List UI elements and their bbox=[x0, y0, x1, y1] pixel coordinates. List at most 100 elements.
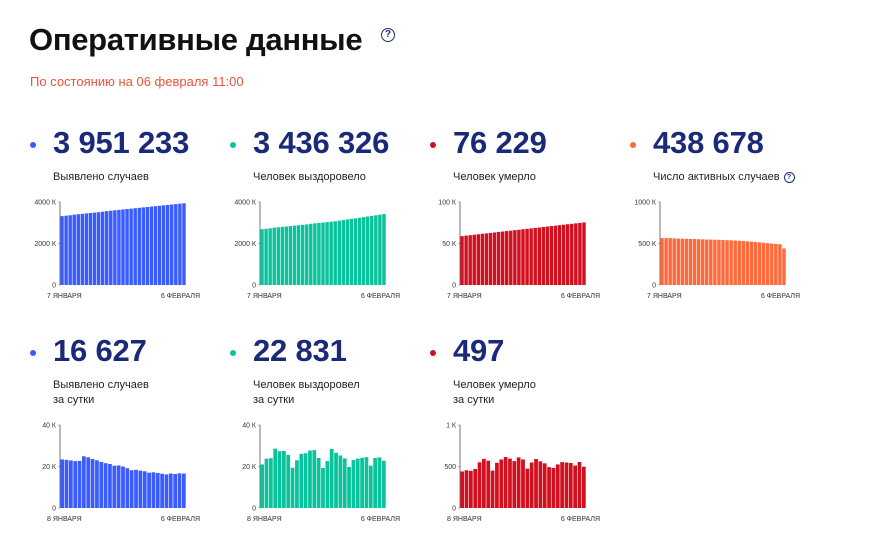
bar bbox=[560, 462, 564, 508]
card-daily-cases: 16 627 Выявлено случаев за сутки 0 20 К 40 … bbox=[30, 333, 230, 533]
stat-label-line1: Человек умерло bbox=[453, 379, 536, 391]
bar bbox=[581, 466, 586, 508]
bar bbox=[88, 213, 93, 285]
bar bbox=[178, 203, 182, 285]
bar bbox=[577, 461, 582, 508]
bar bbox=[770, 243, 774, 285]
bar bbox=[161, 205, 166, 285]
bar bbox=[351, 460, 356, 508]
bar bbox=[64, 459, 69, 508]
bar bbox=[174, 204, 178, 285]
bar bbox=[342, 458, 347, 508]
bar bbox=[757, 242, 762, 285]
bar bbox=[500, 231, 505, 285]
bar bbox=[329, 221, 333, 285]
x-end-label: 6 ФЕВРАЛЯ bbox=[161, 293, 200, 300]
bar bbox=[303, 453, 308, 508]
bar bbox=[165, 204, 170, 285]
bar bbox=[295, 460, 299, 508]
bar bbox=[121, 209, 125, 285]
stat-label: Выявлено случаев за сутки bbox=[53, 378, 149, 408]
bar bbox=[282, 450, 286, 508]
x-end-label: 6 ФЕВРАЛЯ bbox=[561, 516, 600, 523]
bar bbox=[561, 224, 566, 285]
stat-value: 3 436 326 bbox=[253, 125, 390, 160]
bar bbox=[492, 232, 497, 285]
bar bbox=[177, 473, 182, 508]
y-tick-label: 0 bbox=[452, 283, 456, 290]
series-dot-icon bbox=[230, 142, 236, 148]
bar bbox=[551, 467, 556, 508]
bar bbox=[76, 214, 81, 285]
bar bbox=[555, 464, 560, 508]
bar bbox=[568, 463, 573, 508]
bar bbox=[513, 230, 517, 285]
bar bbox=[370, 215, 374, 285]
bar bbox=[129, 470, 134, 508]
series-dot-icon bbox=[230, 350, 236, 356]
bar bbox=[141, 207, 146, 285]
bar bbox=[264, 228, 268, 285]
bar bbox=[290, 467, 295, 508]
bar bbox=[72, 214, 76, 285]
bar bbox=[160, 473, 164, 508]
bar bbox=[109, 210, 113, 285]
help-icon[interactable]: ? bbox=[381, 28, 395, 42]
bar bbox=[125, 468, 130, 508]
bar bbox=[349, 218, 354, 285]
stat-label-line2: за сутки bbox=[53, 394, 95, 406]
series-dot-icon bbox=[430, 350, 436, 356]
bar bbox=[125, 209, 129, 285]
bar bbox=[276, 227, 281, 285]
y-tick-label: 2000 К bbox=[34, 241, 57, 248]
bar bbox=[292, 225, 297, 285]
x-start-label: 8 ЯНВАРЯ bbox=[447, 516, 482, 523]
bar bbox=[321, 467, 325, 508]
bar bbox=[692, 239, 697, 285]
bar bbox=[153, 206, 158, 285]
bar bbox=[286, 454, 291, 508]
bar bbox=[100, 211, 105, 285]
bar bbox=[164, 474, 169, 508]
bar bbox=[495, 462, 499, 508]
bar bbox=[296, 225, 301, 285]
chart-daily-cases: 0 20 К 40 К 8 ЯНВАРЯ 6 ФЕВРАЛЯ bbox=[42, 423, 200, 524]
bar bbox=[355, 458, 360, 508]
bar bbox=[537, 227, 541, 285]
bar bbox=[96, 212, 101, 285]
bar bbox=[112, 465, 117, 508]
bar bbox=[365, 216, 370, 285]
bar bbox=[680, 238, 685, 285]
bar bbox=[325, 222, 329, 285]
y-tick-label: 50 К bbox=[442, 241, 457, 248]
stat-label: Человек умерло за сутки bbox=[453, 378, 536, 408]
card-total-recovered: 3 436 326 Человек выздоровело 0 2000 К 400… bbox=[230, 125, 430, 325]
x-end-label: 6 ФЕВРАЛЯ bbox=[361, 293, 400, 300]
bar bbox=[512, 461, 517, 508]
chart-total-cases: 0 2000 К 4000 К 7 ЯНВАРЯ 6 ФЕВРАЛЯ bbox=[34, 200, 200, 301]
chart-total-deaths: 0 50 К 100 К 7 ЯНВАРЯ 6 ФЕВРАЛЯ bbox=[438, 200, 600, 301]
help-icon[interactable]: ? bbox=[783, 172, 795, 183]
bar bbox=[761, 242, 766, 285]
bar bbox=[368, 465, 373, 508]
bar bbox=[299, 453, 304, 508]
bar bbox=[121, 466, 125, 508]
chart-total-recovered: 0 2000 К 4000 К 7 ЯНВАРЯ 6 ФЕВРАЛЯ bbox=[234, 200, 400, 301]
bar bbox=[778, 244, 782, 285]
bar bbox=[68, 460, 73, 508]
bar bbox=[105, 211, 109, 285]
bar bbox=[476, 234, 481, 285]
bar bbox=[709, 239, 713, 285]
stat-value: 76 229 bbox=[453, 125, 547, 160]
bar bbox=[129, 208, 133, 285]
bar bbox=[260, 229, 264, 285]
x-end-label: 6 ФЕВРАЛЯ bbox=[561, 293, 600, 300]
bar bbox=[170, 204, 174, 285]
bar bbox=[460, 471, 465, 508]
bar bbox=[360, 457, 364, 508]
bar bbox=[305, 224, 309, 285]
bar bbox=[517, 229, 521, 285]
stat-value: 438 678 bbox=[653, 125, 764, 160]
bar bbox=[181, 473, 186, 508]
bar bbox=[334, 452, 338, 508]
